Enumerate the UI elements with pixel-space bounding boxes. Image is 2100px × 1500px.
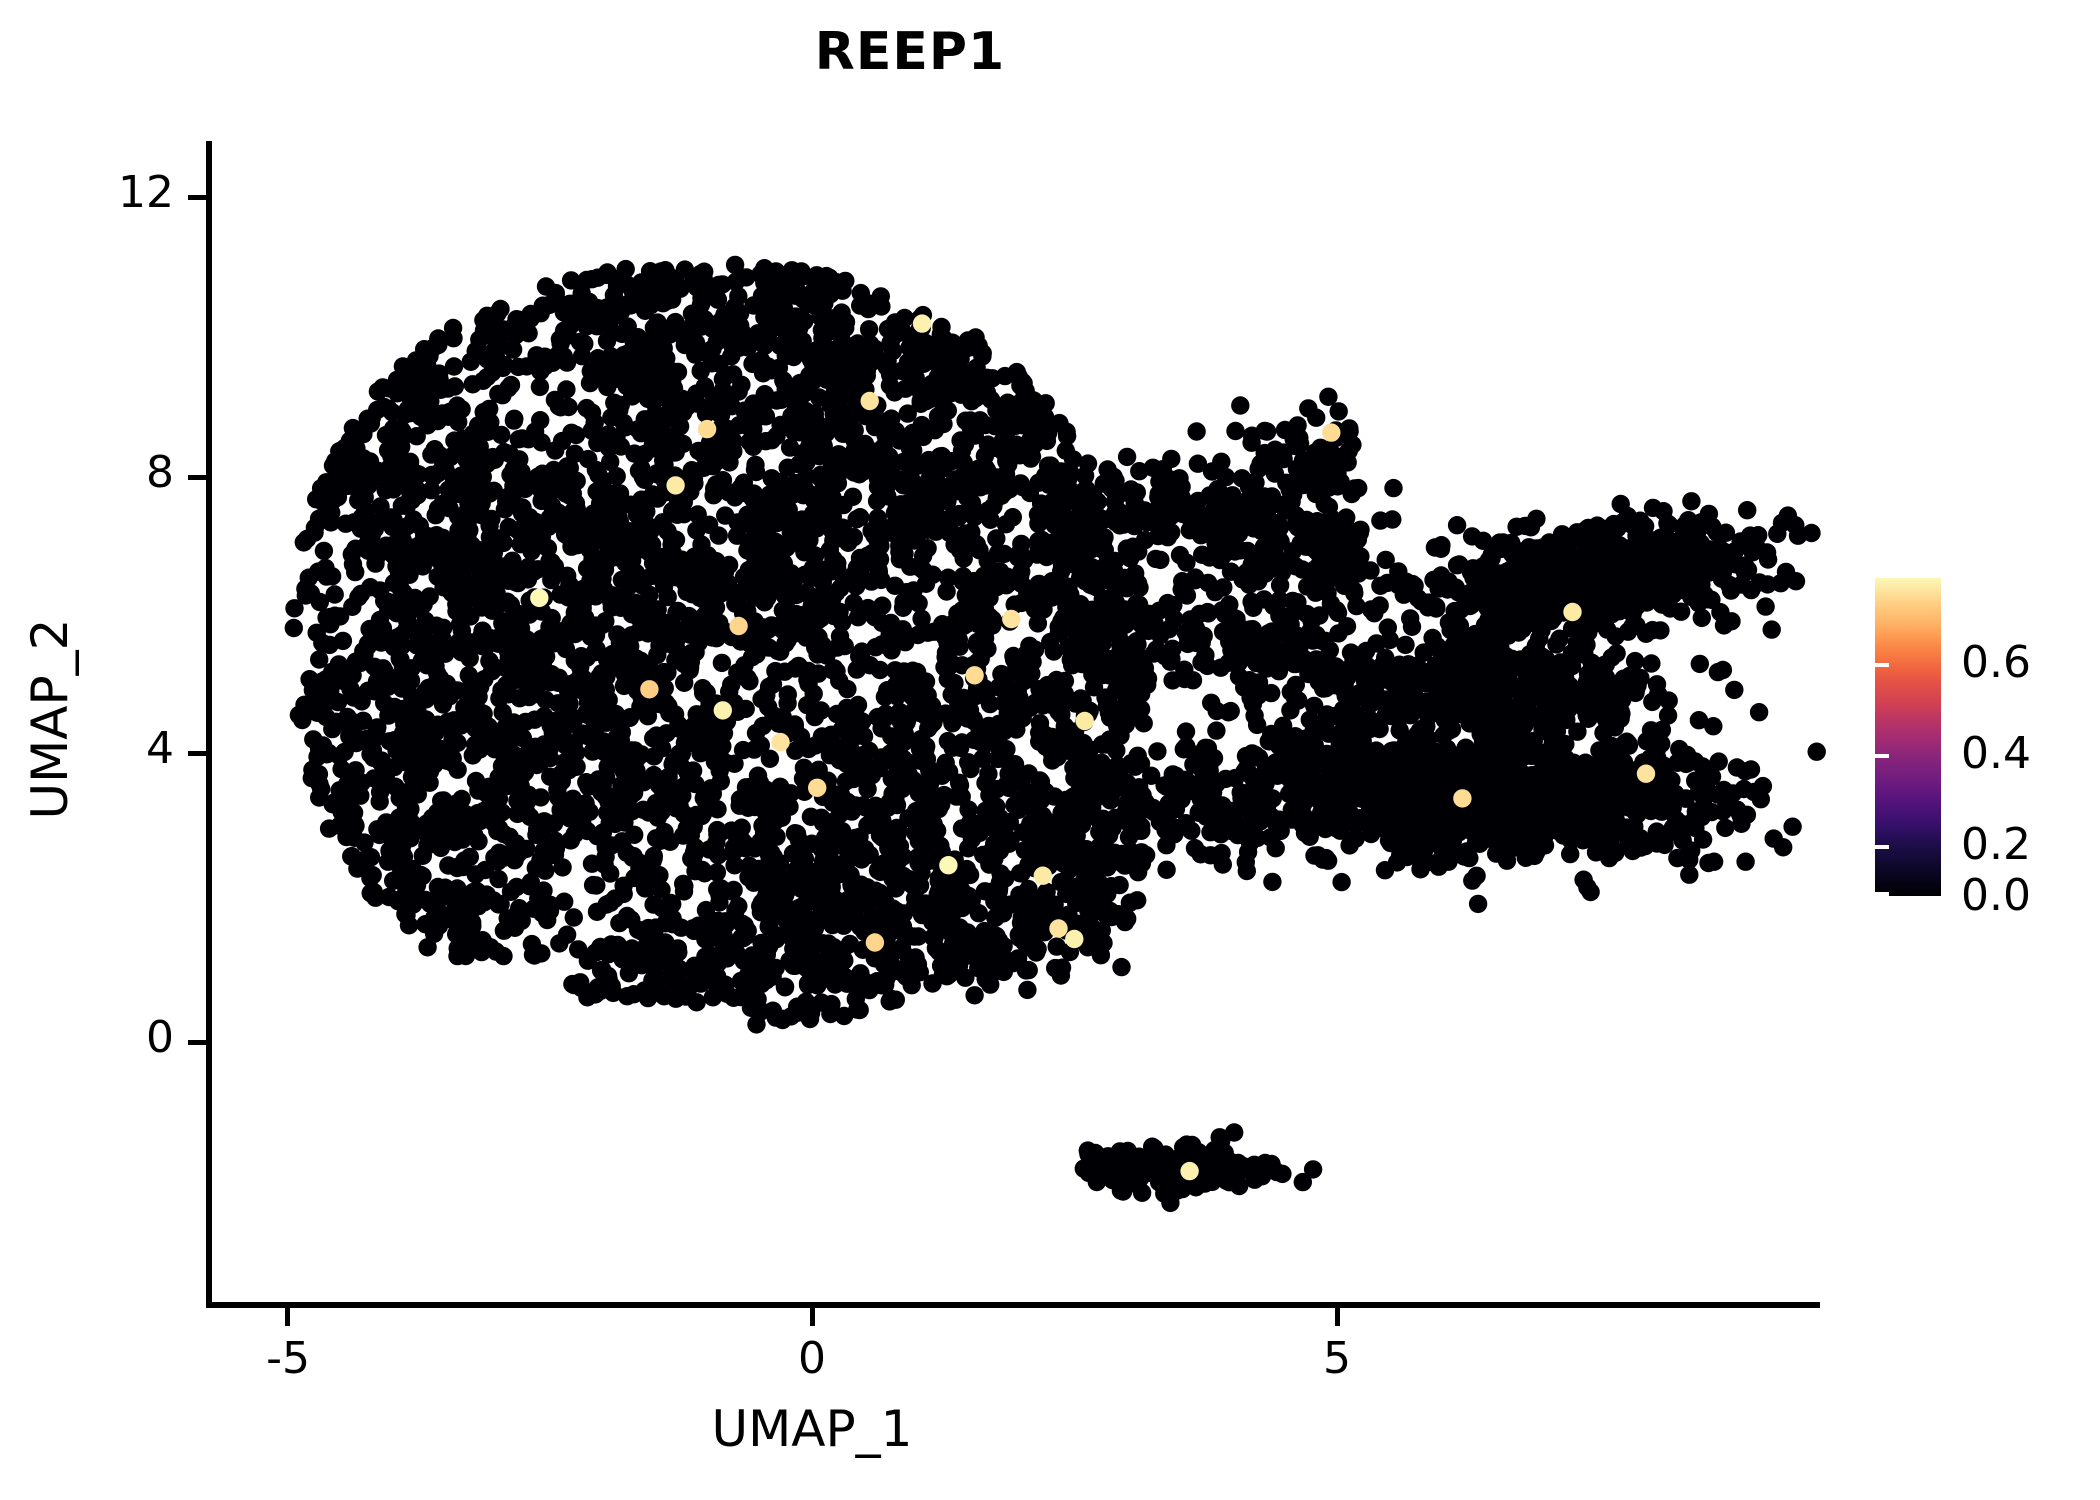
colorbar-label-0.6: 0.6: [1961, 637, 2031, 688]
x-tick-mark-5: [1335, 1308, 1340, 1326]
x-tick-label-5: 5: [1323, 1333, 1351, 1384]
colorbar-tick-0.2-right: [2081, 845, 2095, 849]
page-title: REEP1: [814, 22, 1006, 82]
colorbar-label-0.2: 0.2: [1961, 819, 2031, 870]
colorbar[interactable]: 0.6 0.4 0.2 0.0: [1875, 578, 2095, 921]
y-tick-label-12: 12: [118, 167, 174, 218]
y-tick-mark-12: [188, 195, 206, 200]
colorbar-label-0.4: 0.4: [1961, 728, 2031, 779]
colorbar-tick-0.6: [1875, 663, 1889, 667]
colorbar-tick-0.0: [1875, 892, 1889, 896]
x-axis-spine: [206, 1302, 1820, 1308]
y-axis-label: UMAP_2: [21, 618, 79, 820]
x-tick-mark-0: [810, 1308, 815, 1326]
colorbar-tick-0.0-right: [2081, 892, 2095, 896]
x-tick-mark-minus5: [285, 1308, 290, 1326]
y-axis-spine: [206, 141, 212, 1308]
colorbar-tick-0.4-right: [2081, 754, 2095, 758]
y-tick-mark-8: [188, 475, 206, 480]
colorbar-tick-0.4: [1875, 754, 1889, 758]
y-tick-label-8: 8: [146, 447, 174, 498]
x-axis-label: UMAP_1: [711, 1400, 913, 1458]
y-tick-mark-0: [188, 1040, 206, 1045]
y-tick-mark-4: [188, 751, 206, 756]
colorbar-tick-0.2: [1875, 845, 1889, 849]
x-tick-label-0: 0: [798, 1333, 826, 1384]
y-tick-label-0: 0: [146, 1012, 174, 1063]
colorbar-label-0.0: 0.0: [1961, 870, 2031, 921]
colorbar-tick-0.6-right: [2081, 663, 2095, 667]
x-tick-label-minus5: -5: [266, 1333, 310, 1384]
